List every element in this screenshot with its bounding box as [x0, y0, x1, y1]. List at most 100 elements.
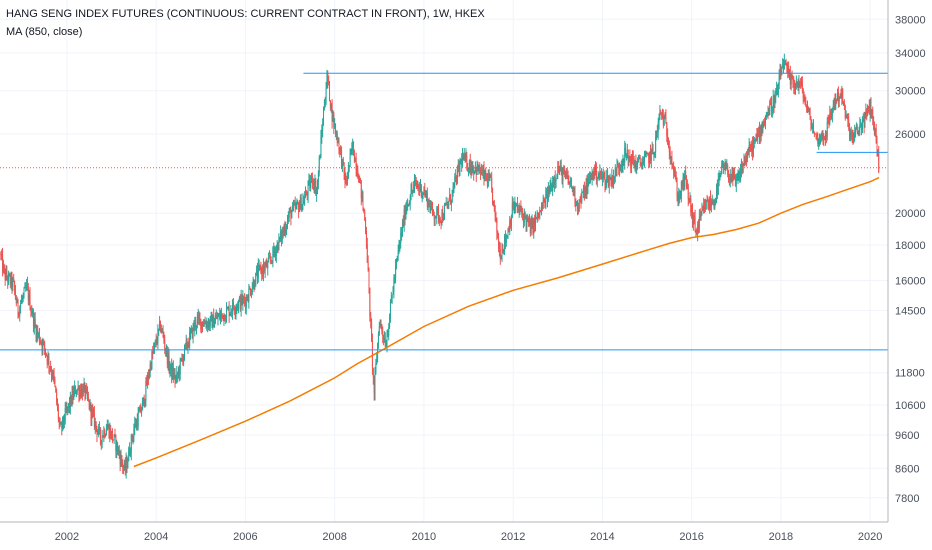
candle-body — [784, 60, 786, 62]
candle-body — [128, 448, 130, 461]
candle-body — [763, 122, 765, 124]
candle-body — [785, 60, 787, 65]
candle-body — [381, 324, 383, 332]
candle-body — [624, 147, 626, 163]
candle-body — [764, 118, 766, 124]
candle-body — [546, 189, 548, 200]
candle-body — [105, 434, 107, 437]
candle-body — [94, 421, 96, 428]
candle-body — [736, 176, 738, 181]
candle-body — [673, 168, 675, 172]
candle-body — [573, 187, 575, 196]
x-tick-label: 2014 — [590, 531, 614, 543]
candle-body — [492, 201, 494, 204]
candle-body — [218, 313, 220, 317]
candle-body — [450, 201, 452, 204]
candle-body — [577, 208, 579, 211]
candle-body — [734, 173, 736, 176]
candle-body — [606, 176, 608, 184]
candle-body — [585, 182, 587, 193]
candle-body — [536, 212, 538, 220]
candle-body — [522, 213, 524, 215]
candle-body — [872, 109, 874, 119]
candle-body — [661, 112, 663, 114]
candle-body — [653, 153, 655, 155]
candle-body — [256, 270, 258, 273]
candle-body — [2, 265, 4, 271]
candle-body — [671, 157, 673, 165]
candle-body — [71, 391, 73, 405]
candle-body — [530, 222, 532, 234]
candle-body — [463, 153, 465, 161]
candle-body — [271, 260, 273, 263]
candle-body — [149, 363, 151, 374]
candle-body — [297, 201, 299, 204]
time-axis[interactable]: 2002 2004 2006 2008 2010 2012 2014 2016 2018 2020 — [0, 521, 888, 543]
candle-body — [682, 176, 684, 189]
candle-body — [796, 81, 798, 83]
candle-body — [148, 373, 150, 378]
horizontal-lines[interactable]: 317802445712728232484d 4h — [0, 65, 932, 358]
candle-body — [344, 172, 346, 184]
candle-body — [716, 184, 718, 199]
candle-body — [401, 232, 403, 236]
candle-body — [44, 341, 46, 349]
candle-body — [564, 169, 566, 174]
price-axis[interactable]: 38000 34000 30000 26000 20000 18000 16000 14500… — [887, 0, 932, 550]
candle-body — [493, 201, 495, 206]
candle-body — [359, 178, 361, 181]
candle-body — [594, 167, 596, 176]
candle-body — [423, 189, 425, 194]
candle-body — [744, 158, 746, 163]
candle-body — [728, 174, 730, 180]
candle-body — [870, 102, 872, 119]
candle-body — [734, 175, 736, 186]
candle-body — [361, 194, 363, 199]
candle-body — [486, 179, 488, 187]
candle-body — [141, 401, 143, 411]
candle-body — [183, 355, 185, 363]
candle-body — [597, 176, 599, 179]
candle-body — [208, 321, 210, 327]
candle-body — [104, 430, 106, 437]
candle-body — [640, 162, 642, 165]
candle-body — [801, 81, 803, 90]
candle-body — [792, 79, 794, 83]
candle-body — [819, 138, 821, 145]
candle-body — [87, 390, 89, 398]
candle-body — [453, 182, 455, 187]
candle-body — [284, 227, 286, 234]
candle-body — [115, 435, 117, 451]
candle-body — [558, 165, 560, 172]
candle-body — [511, 203, 513, 217]
candle-body — [178, 370, 180, 375]
candle-body — [581, 192, 583, 202]
candle-body — [719, 176, 721, 178]
candle-body — [432, 209, 434, 215]
indicator-label[interactable]: MA (850, close) — [6, 26, 83, 38]
candle-body — [492, 188, 494, 204]
candle-body — [12, 279, 14, 288]
candle-body — [554, 176, 556, 182]
candle-body — [498, 247, 500, 250]
candle-body — [667, 135, 669, 145]
candle-body — [855, 129, 857, 132]
candle-body — [713, 204, 715, 208]
candle-body — [69, 403, 71, 408]
candle-body — [410, 189, 412, 200]
candle-body — [318, 158, 320, 174]
candle-body — [261, 268, 263, 274]
candle-body — [265, 262, 267, 266]
candle-body — [93, 411, 95, 428]
y-tick-label: 34000 — [895, 48, 926, 60]
candle-body — [291, 211, 293, 219]
candle-body — [396, 255, 398, 262]
candle-body — [377, 343, 379, 359]
candle-body — [666, 123, 668, 136]
candle-body — [380, 322, 382, 325]
candle-body — [112, 439, 114, 441]
candle-body — [417, 185, 419, 187]
candle-body — [32, 310, 34, 315]
candle-body — [303, 200, 305, 204]
